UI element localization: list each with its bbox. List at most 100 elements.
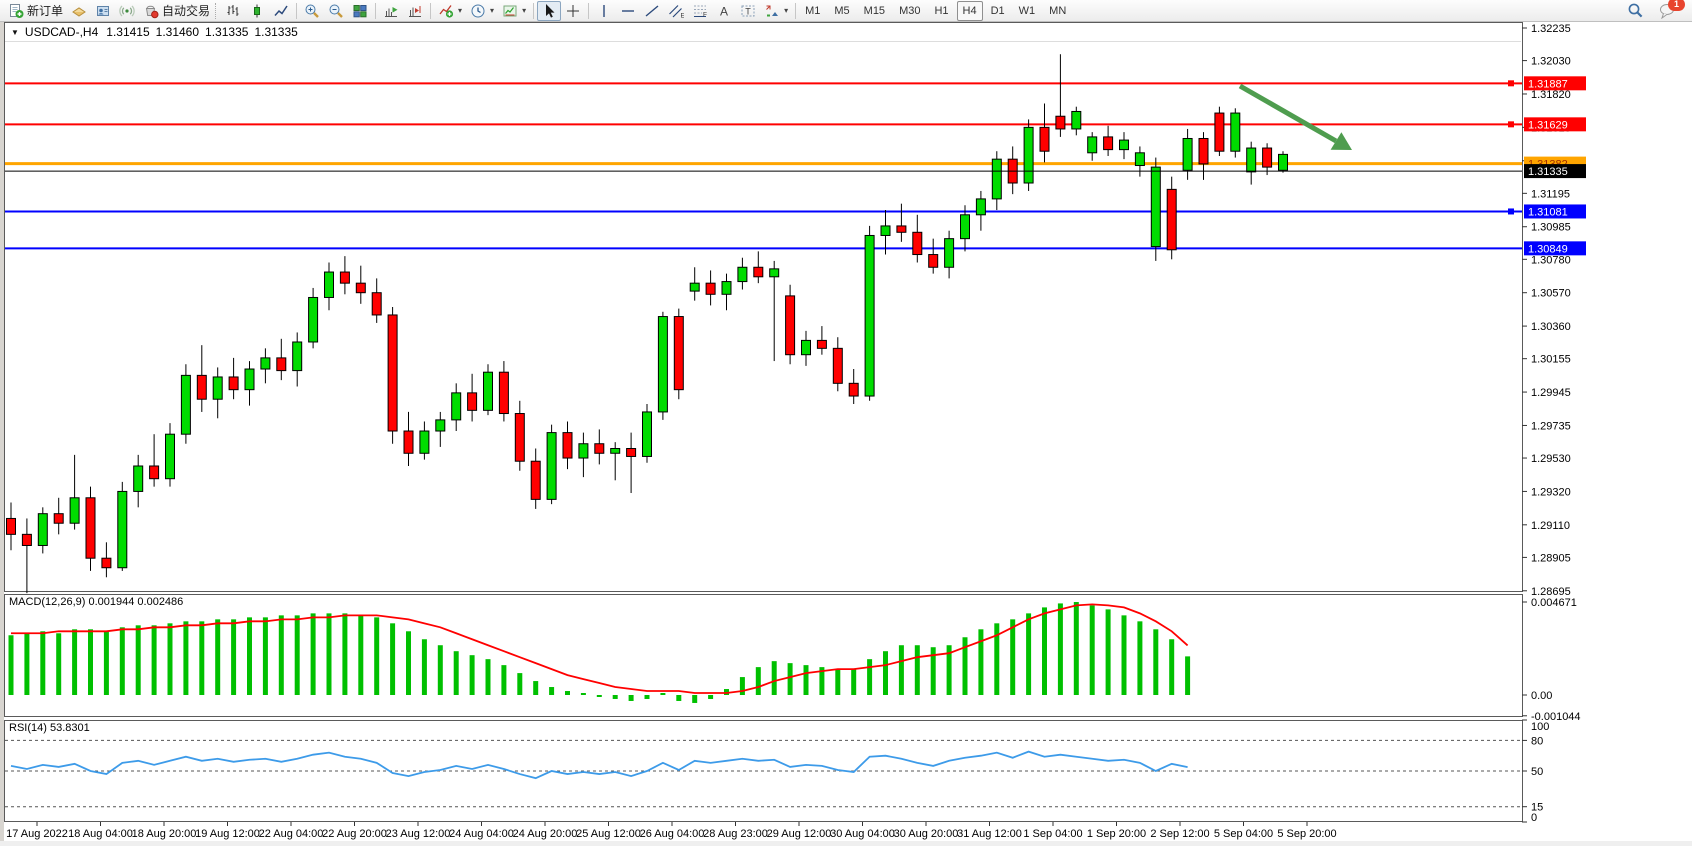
macd-histogram-bar (930, 647, 936, 695)
horizontal-line-tool-button[interactable] (616, 1, 640, 21)
price-badge-1.30849 (1524, 241, 1586, 256)
auto-trading-button[interactable]: 自动交易 (139, 1, 214, 21)
new-order-button[interactable]: 新订单 (4, 1, 67, 21)
label-letter: T (745, 6, 751, 16)
vertical-line-tool-button[interactable] (592, 1, 616, 21)
candle (1278, 153, 1288, 171)
indicators-button[interactable]: ▾ (434, 1, 466, 21)
timeframe-button-m5[interactable]: M5 (834, 4, 850, 17)
line-handle[interactable] (1508, 121, 1514, 128)
candle (403, 430, 414, 454)
macd-histogram-bar (867, 659, 873, 695)
templates-button[interactable]: ▾ (498, 1, 530, 21)
macd-histogram-bar (1137, 621, 1143, 695)
zoom-in-button[interactable] (300, 1, 324, 21)
timeframe-button-h4[interactable]: H4 (956, 0, 983, 21)
candle (721, 281, 732, 295)
zoom-out-button[interactable] (324, 1, 348, 21)
candle (1103, 136, 1114, 151)
periods-dropdown-caret[interactable]: ▾ (490, 6, 495, 15)
trend-arrow-shaft[interactable] (1238, 83, 1338, 144)
indicators-dropdown-caret[interactable]: ▾ (458, 6, 463, 15)
trend-arrow-head[interactable] (1330, 132, 1352, 150)
macd-histogram-bar (549, 687, 555, 695)
candle (308, 296, 319, 343)
line-handle[interactable] (1508, 208, 1514, 215)
symbol-dropdown-icon[interactable]: ▼ (11, 27, 19, 37)
zoom-in-icon (305, 4, 319, 18)
price-axis-label: 1.32030 (1531, 56, 1571, 68)
macd-axis-label: 0.00 (1531, 690, 1552, 702)
channel-letter: E (681, 12, 685, 19)
label-tool-button[interactable]: T (736, 1, 760, 21)
candle (1039, 126, 1050, 152)
symbol-info-bar[interactable]: ▼ USDCAD-,H4 1.31415 1.31460 1.31335 1.3… (5, 23, 1521, 42)
line-handle[interactable] (1508, 80, 1514, 87)
candle (37, 513, 48, 546)
candle (1134, 152, 1145, 167)
timeframe-button-m30[interactable]: M30 (899, 4, 921, 17)
candle (785, 295, 796, 356)
chart-shift-icon (409, 5, 422, 17)
fibonacci-icon: F (694, 5, 707, 18)
macd-histogram-bar (262, 617, 268, 695)
candle (1214, 112, 1225, 152)
macd-histogram-bar (1089, 605, 1095, 695)
crosshair-button[interactable] (561, 1, 585, 21)
text-tool-button[interactable]: A (712, 1, 736, 21)
candle (737, 266, 748, 283)
signals-button[interactable] (115, 1, 139, 21)
cursor-button[interactable] (537, 0, 562, 21)
timeframe-button-w1[interactable]: W1 (1018, 4, 1036, 17)
templates-dropdown-caret[interactable]: ▾ (522, 6, 527, 15)
timeframe-button-d1[interactable]: D1 (990, 4, 1005, 17)
macd-histogram-bar (231, 619, 237, 695)
chart-canvas[interactable]: 1.322351.320301.318201.316101.314001.311… (0, 22, 1692, 846)
candle (975, 198, 986, 216)
navigator-button[interactable] (91, 1, 115, 21)
macd-histogram-bar (278, 615, 284, 695)
arrows-dropdown-caret[interactable]: ▾ (784, 6, 789, 15)
price-axis-label: 1.29945 (1531, 387, 1571, 399)
fibonacci-tool-button[interactable]: F (688, 1, 712, 21)
current-price-badge-text: 1.31335 (1528, 166, 1568, 178)
candle (991, 158, 1002, 200)
chat-button[interactable]: 1 (1654, 0, 1685, 21)
macd-histogram-bar (485, 659, 491, 695)
time-axis-label: 23 Aug 12:00 (386, 828, 451, 840)
periods-button[interactable]: ▾ (466, 1, 498, 21)
search-button[interactable] (1623, 1, 1648, 21)
candle (467, 392, 478, 411)
candle (642, 411, 652, 457)
auto-scroll-button[interactable] (379, 1, 403, 21)
line-chart-button[interactable] (269, 1, 293, 21)
timeframe-button-mn[interactable]: MN (1049, 4, 1067, 17)
arrows-tool-button[interactable]: ▾ (760, 1, 792, 21)
candle (260, 357, 271, 370)
rsi-axis-label: 0 (1531, 812, 1537, 824)
bar-chart-button[interactable] (221, 1, 245, 21)
price-axis-label: 1.29735 (1531, 420, 1571, 432)
vertical-line-icon (603, 4, 605, 17)
toolbar-separator (795, 2, 797, 19)
timeframe-button-h1[interactable]: H1 (934, 4, 949, 17)
macd-histogram-bar (1073, 602, 1079, 695)
candlestick-chart-button[interactable] (245, 1, 269, 21)
chart-shift-button[interactable] (403, 1, 427, 21)
timeframe-button-m15[interactable]: M15 (863, 4, 886, 17)
candle (1055, 115, 1066, 130)
label-tool-icon: T (741, 5, 755, 16)
equidistant-channel-tool-button[interactable]: E (664, 1, 688, 21)
price-badge-1.31887 (1524, 76, 1586, 91)
window-bottom-edge (0, 841, 1692, 846)
candle (1150, 166, 1161, 248)
text-tool-icon: A (720, 4, 728, 18)
timeframe-button-m1[interactable]: M1 (805, 4, 821, 17)
macd-histogram-bar (119, 627, 125, 695)
candle (928, 254, 939, 268)
market-watch-button[interactable] (67, 1, 91, 21)
trendline-tool-button[interactable] (640, 1, 664, 21)
macd-histogram-bar (771, 661, 777, 695)
macd-histogram-bar (994, 623, 1000, 695)
tile-windows-button[interactable] (348, 1, 372, 21)
